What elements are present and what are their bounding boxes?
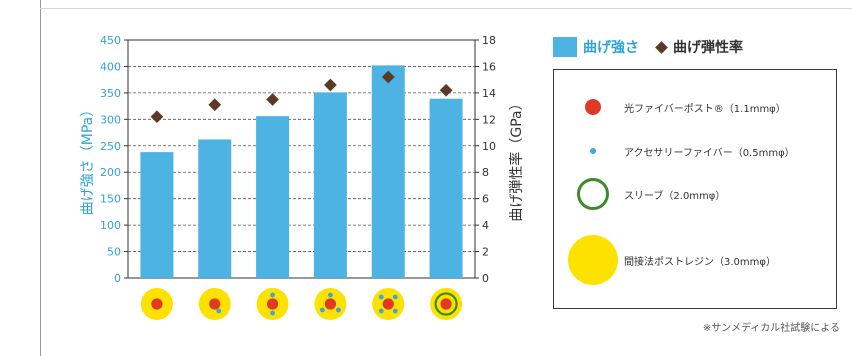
right-tick-label: 8 bbox=[482, 166, 489, 179]
left-axis-title: 曲げ強さ（MPa） bbox=[80, 103, 96, 215]
legend-item-sleeve: スリーブ（2.0mmφ） bbox=[554, 174, 838, 214]
fiber-post bbox=[266, 298, 279, 310]
resin-icon bbox=[568, 235, 618, 285]
legend-point-label: 曲げ弾性率 bbox=[673, 40, 743, 56]
accessory-fiber bbox=[392, 294, 398, 300]
legend-item-label: 光ファイバーポスト®（1.1mmφ） bbox=[624, 104, 786, 115]
bar bbox=[429, 98, 463, 278]
frame-left-line bbox=[40, 0, 41, 356]
left-tick-label: 350 bbox=[100, 87, 121, 100]
right-tick-label: 4 bbox=[482, 219, 489, 232]
legend-item-label: 間接法ポストレジン（3.0mmφ） bbox=[624, 257, 776, 268]
plot-frame bbox=[127, 39, 476, 279]
modulus-point bbox=[150, 110, 164, 124]
accessory-fiber-icon bbox=[590, 148, 596, 154]
left-tick-label: 300 bbox=[100, 113, 121, 126]
right-tick-label: 18 bbox=[482, 34, 496, 47]
left-tick-label: 0 bbox=[114, 272, 121, 285]
accessory-fiber bbox=[270, 292, 275, 298]
right-tick-label: 16 bbox=[482, 60, 496, 73]
bar bbox=[198, 139, 232, 278]
bar-chart: 0 50 100 150 200 250 300 350 400 450 0 2 4 6 8 10 12 14 16… bbox=[80, 34, 525, 320]
fiber-post bbox=[324, 298, 337, 310]
bar bbox=[313, 92, 347, 278]
accessory-fiber bbox=[216, 308, 222, 314]
legend-item-label: スリーブ（2.0mmφ） bbox=[624, 191, 726, 202]
left-tick-label: 50 bbox=[107, 246, 121, 259]
legend-diamond-swatch bbox=[655, 40, 668, 54]
left-tick-label: 450 bbox=[100, 34, 121, 47]
legend-item-resin: 間接法ポストレジン（3.0mmφ） bbox=[554, 235, 838, 285]
modulus-point bbox=[381, 70, 395, 84]
accessory-fiber bbox=[328, 292, 333, 298]
right-tick-label: 14 bbox=[482, 87, 496, 100]
accessory-fiber bbox=[270, 310, 275, 316]
bar bbox=[256, 116, 290, 278]
test-note: ※サンメディカル社試験による bbox=[702, 323, 840, 334]
legend-item-accessory-fiber: アクセサリーファイバー（0.5mmφ） bbox=[554, 131, 838, 171]
frame-top-line bbox=[40, 8, 852, 9]
modulus-point bbox=[439, 83, 453, 97]
legend-bar-label: 曲げ強さ bbox=[583, 40, 639, 56]
accessory-fiber bbox=[320, 307, 325, 313]
accessory-fiber bbox=[378, 308, 384, 314]
sleeve-ring bbox=[434, 292, 458, 316]
fiber-post bbox=[151, 298, 163, 310]
fiber-post bbox=[440, 298, 452, 310]
left-tick-label: 100 bbox=[100, 219, 121, 232]
bar bbox=[140, 152, 174, 278]
left-tick-label: 200 bbox=[100, 166, 121, 179]
right-tick-label: 0 bbox=[482, 272, 489, 285]
fiber-post bbox=[209, 298, 221, 310]
legend-bar-swatch bbox=[553, 37, 577, 57]
right-axis-title: 曲げ弾性率（GPa） bbox=[508, 96, 525, 221]
right-tick-label: 12 bbox=[482, 113, 496, 126]
material-legend-box: 光ファイバーポスト®（1.1mmφ） アクセサリーファイバー（0.5mmφ） ス… bbox=[553, 69, 837, 309]
bar bbox=[371, 65, 405, 279]
modulus-point bbox=[324, 78, 337, 92]
accessory-fiber bbox=[392, 308, 398, 314]
accessory-fiber bbox=[378, 294, 384, 300]
right-tick-label: 10 bbox=[482, 140, 496, 153]
chart-legend: 曲げ強さ 曲げ弾性率 bbox=[553, 36, 743, 58]
fiber-post bbox=[382, 298, 394, 310]
modulus-point bbox=[266, 93, 279, 106]
left-tick-label: 250 bbox=[100, 140, 121, 153]
left-tick-label: 400 bbox=[100, 60, 121, 73]
accessory-fiber bbox=[336, 307, 341, 313]
fiber-post-icon bbox=[585, 99, 601, 115]
right-tick-label: 2 bbox=[482, 246, 489, 259]
modulus-point bbox=[208, 98, 222, 112]
left-tick-label: 150 bbox=[100, 193, 121, 206]
legend-item-fiber-post: 光ファイバーポスト®（1.1mmφ） bbox=[554, 87, 838, 127]
legend-item-label: アクセサリーファイバー（0.5mmφ） bbox=[624, 148, 795, 159]
right-tick-label: 6 bbox=[482, 193, 489, 206]
sleeve-icon bbox=[577, 178, 609, 210]
